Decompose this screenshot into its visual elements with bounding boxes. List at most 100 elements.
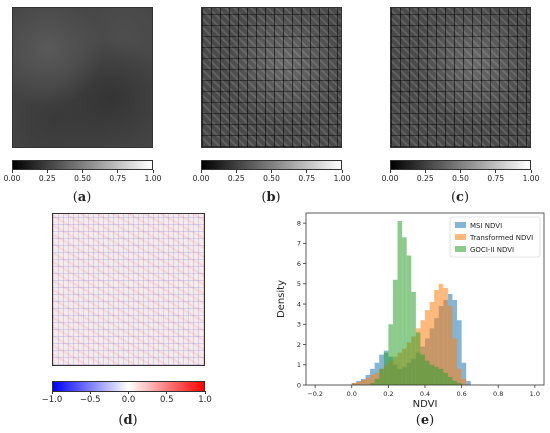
colorbar-tick-mark	[306, 170, 308, 173]
histogram-bar	[383, 352, 389, 385]
histogram-bar	[420, 354, 425, 385]
histogram-bar	[402, 237, 407, 385]
colorbar-tick-mark	[166, 391, 168, 394]
histogram-bar	[452, 338, 458, 385]
colorbar-tick-label: 0.00	[192, 174, 210, 183]
histogram-bar	[443, 287, 448, 385]
y-tick-label: 6	[297, 260, 301, 268]
legend-label-transformed: Transformed NDVI	[469, 234, 533, 242]
histogram-bar	[447, 306, 453, 385]
histogram-bar	[461, 378, 467, 385]
x-axis-label: NDVI	[413, 399, 438, 410]
colorbar-tick-label: 0.00	[381, 174, 399, 183]
panel-a-image	[12, 7, 153, 148]
histogram-bar	[370, 374, 375, 385]
colorbar-tick-mark	[152, 170, 154, 173]
colorbar-tick-mark	[11, 170, 13, 173]
histogram-bar	[461, 362, 467, 385]
y-axis-ticks: 0 1 2 3 4 5 6 7 8	[297, 219, 306, 389]
colorbar-tick-mark	[235, 170, 237, 173]
colorbar-tick-mark	[495, 170, 497, 173]
x-tick-label: 0.0	[347, 390, 357, 398]
colorbar-tick-label: −1.0	[41, 395, 63, 405]
panel-a-label: (a)	[72, 190, 92, 205]
histogram-bar	[457, 320, 462, 385]
histogram-bar	[356, 381, 361, 385]
legend-swatch-transformed	[455, 234, 466, 240]
colorbar-tick-label: 0.50	[263, 174, 280, 183]
colorbar-tick-label: 0.0	[121, 395, 136, 405]
histogram-bar	[351, 382, 357, 385]
legend-frame	[449, 216, 541, 258]
colorbar-tick-mark	[424, 170, 426, 173]
histogram-bar	[438, 283, 444, 385]
legend-label-msi: MSI NDVI	[470, 222, 502, 230]
panel-b-image	[201, 7, 342, 148]
colorbar-tick-mark	[341, 170, 343, 173]
histogram-bar	[365, 377, 371, 385]
x-tick-label: −0.2	[307, 390, 323, 398]
histogram-bar	[443, 372, 448, 385]
histogram-bar	[425, 360, 430, 385]
colorbar-tick-label: 0.00	[3, 174, 21, 183]
x-tick-label: 0.6	[456, 390, 466, 398]
colorbar-tick-mark	[82, 170, 83, 173]
y-tick-label: 8	[297, 219, 301, 227]
histogram-bar	[429, 302, 435, 385]
y-tick-label: 5	[297, 280, 301, 288]
x-tick-label: 0.4	[420, 390, 430, 398]
panel-b-colorbar	[201, 160, 342, 170]
legend-swatch-msi	[455, 222, 466, 228]
series-goci-bars	[370, 221, 462, 385]
legend-swatch-goci	[455, 246, 466, 252]
panel-d-label: (d)	[118, 413, 138, 428]
panel-e-label: (e)	[415, 413, 435, 428]
ndvi-histogram: −0.2 0.0 0.2 0.4 0.6 0.8 1.0 0 1 2 3 4 5 6 7 8 NDVI De…	[276, 212, 545, 410]
panel-c-label: (c)	[450, 190, 470, 205]
colorbar-tick-mark	[89, 391, 91, 394]
colorbar-tick-label: 0.50	[74, 174, 91, 183]
y-tick-label: 0	[297, 381, 301, 389]
x-tick-label: 0.8	[493, 390, 503, 398]
colorbar-tick-mark	[204, 391, 206, 394]
histogram-bar	[420, 320, 425, 385]
histogram-bar	[370, 382, 375, 385]
colorbar-tick-label: 0.75	[298, 174, 316, 183]
y-tick-label: 2	[297, 341, 301, 349]
histogram-bar	[438, 368, 444, 385]
colorbar-tick-mark	[117, 170, 119, 173]
histogram-bar	[406, 255, 412, 385]
histogram-bar	[415, 332, 421, 385]
y-axis-label: Density	[276, 280, 287, 318]
x-tick-label: 1.0	[530, 390, 540, 398]
panel-c-image	[390, 7, 531, 148]
panel-c-colorbar	[390, 160, 531, 170]
histogram-bar	[429, 364, 435, 385]
colorbar-tick-label: 0.25	[416, 174, 434, 183]
colorbar-tick-mark	[530, 170, 532, 173]
colorbar-tick-mark	[460, 170, 461, 173]
colorbar-tick-mark	[51, 391, 53, 394]
colorbar-tick-label: 0.25	[227, 174, 245, 183]
histogram-bar	[374, 378, 380, 385]
histogram-bar	[457, 368, 462, 385]
panel-d-image	[52, 213, 205, 366]
histogram-bar	[397, 221, 403, 385]
y-tick-label: 7	[297, 240, 301, 248]
x-axis-ticks: −0.2 0.0 0.2 0.4 0.6 0.8 1.0	[307, 385, 540, 398]
colorbar-tick-label: 1.00	[333, 174, 351, 183]
panel-b-label: (b)	[261, 190, 281, 205]
histogram-bar	[466, 380, 471, 385]
histogram-bar	[434, 289, 439, 385]
colorbar-tick-mark	[128, 391, 129, 394]
panel-a-colorbar	[12, 160, 153, 170]
histogram-bar	[388, 324, 393, 385]
legend: MSI NDVI Transformed NDVI GOCI-II NDVI	[449, 216, 541, 258]
histogram-bar	[411, 291, 416, 385]
colorbar-tick-label: −0.5	[79, 395, 101, 405]
y-tick-label: 4	[297, 300, 301, 308]
y-tick-label: 3	[297, 321, 301, 329]
colorbar-tick-label: 0.25	[38, 174, 56, 183]
histogram-bar	[360, 379, 366, 385]
histogram-bar	[379, 368, 384, 385]
